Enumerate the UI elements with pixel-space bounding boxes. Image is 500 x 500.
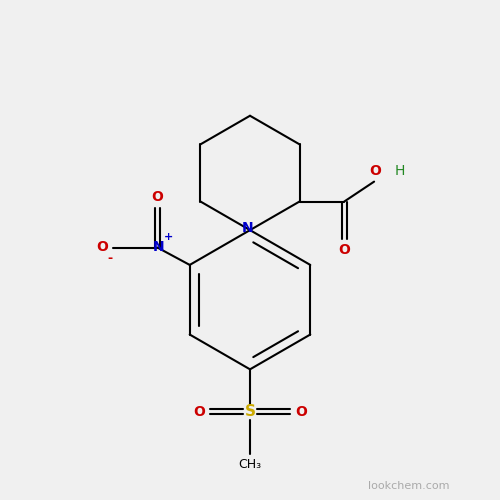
Text: O: O [152,190,164,204]
Text: O: O [338,243,350,257]
Text: CH₃: CH₃ [238,458,262,471]
Text: N: N [152,240,164,254]
Text: O: O [369,164,381,177]
Text: O: O [96,240,108,254]
Text: +: + [164,232,173,241]
Text: H: H [395,164,405,177]
Text: -: - [108,252,112,265]
Text: O: O [194,404,205,418]
Text: S: S [244,404,256,419]
Text: lookchem.com: lookchem.com [368,481,450,491]
Text: O: O [295,404,306,418]
Text: N: N [242,220,254,234]
